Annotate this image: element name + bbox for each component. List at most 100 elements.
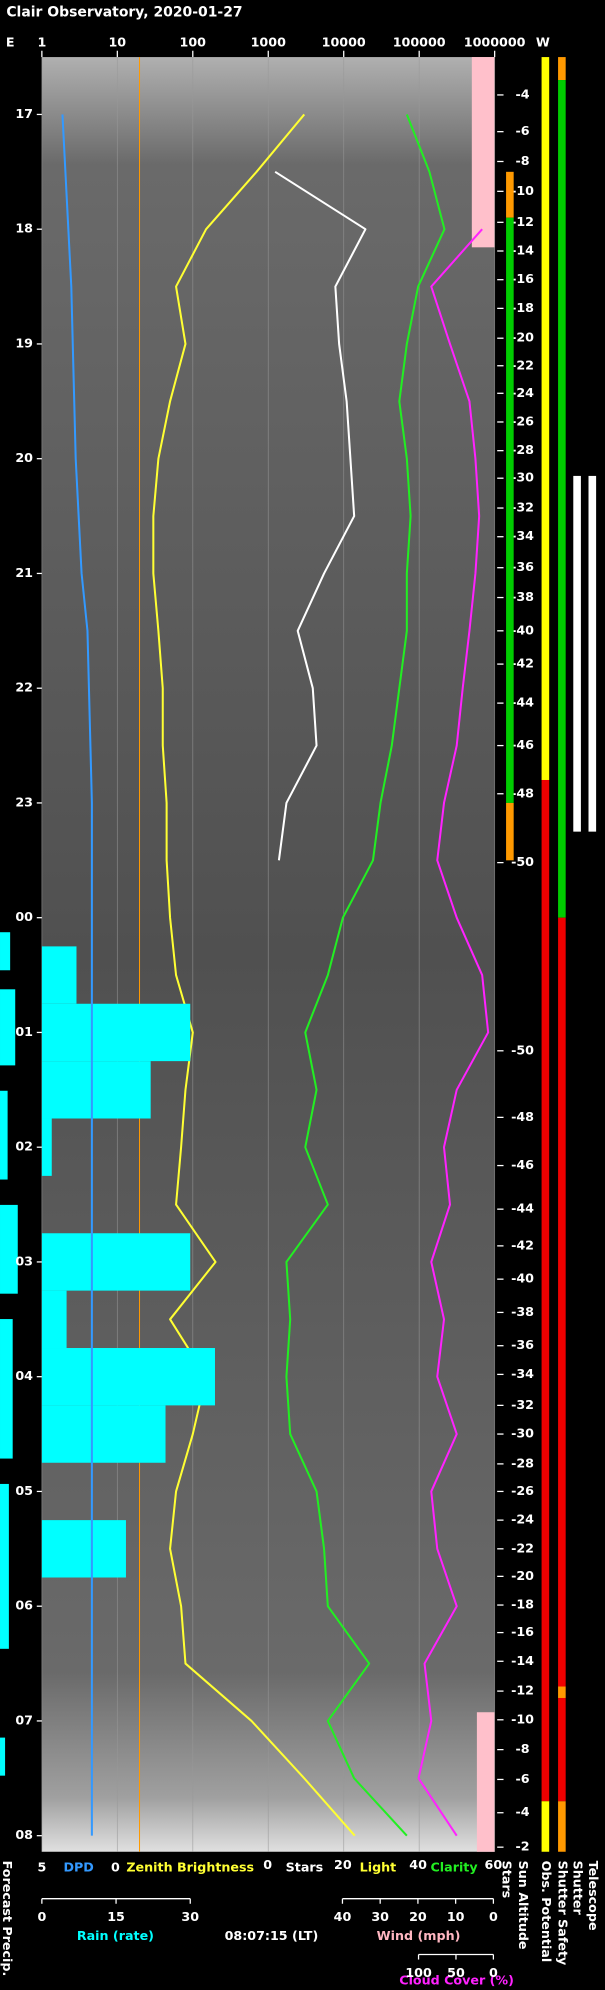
y-tick-label: 23 [15,794,33,809]
axis-tick-label: 50 [447,1965,465,1980]
rotated-label: Sun Altitude [516,1861,531,1950]
sun-altitude-label: -42 [511,1237,534,1252]
sun-altitude-label: -4 [516,86,530,101]
axis-tick-label: 0 [489,1909,498,1924]
y-tick-label: 21 [15,565,33,580]
axis-tick-label: 0 [489,1965,498,1980]
sun-altitude-label: -16 [511,1624,534,1639]
rotated-label: Shutter [571,1861,586,1916]
y-tick-label: 22 [15,680,33,695]
series-line [285,114,446,1837]
status-segment [558,917,566,1687]
axis-tick-label: 0 [111,1860,120,1875]
axis-tick-label: 20 [334,1857,352,1872]
sun-altitude-label: -28 [511,1455,534,1470]
sun-altitude-label: -8 [516,1741,530,1756]
sun-altitude-label: -48 [511,785,534,800]
sun-altitude-label: -32 [511,500,534,515]
sun-altitude-label: -50 [511,1042,534,1057]
x-tick-label: 100 [180,35,207,50]
status-segment [541,1801,550,1852]
rain-bar [41,1233,191,1291]
chart-title: Clair Observatory, 2020-01-27 [6,5,242,21]
sun-altitude-label: -32 [511,1397,534,1412]
y-tick-label: 17 [15,106,33,121]
status-segment [506,217,514,803]
axis-tick-label: 5 [37,1860,46,1875]
sun-altitude-label: -34 [511,528,534,543]
sun-altitude-label: -44 [511,1201,534,1216]
y-tick-label: 00 [15,909,33,924]
sun-altitude-label: -30 [511,1426,534,1441]
sun-altitude-label: -12 [511,214,534,229]
rotated-label: Obs. Potential [539,1861,554,1963]
sun-altitude-label: -2 [516,1839,530,1854]
axis-tick-label: 0 [263,1857,272,1872]
axis-tick-label: 20 [409,1909,427,1924]
y-tick-label: 03 [15,1253,33,1268]
sun-altitude-label: -50 [511,854,534,869]
status-segment [558,1686,566,1698]
twilight-band [471,57,495,248]
rain-bar [41,1405,166,1463]
status-segment [541,57,550,780]
status-segment [588,475,597,832]
rain-bar [41,946,77,1004]
sun-altitude-label: -36 [511,559,534,574]
sun-altitude-label: -36 [511,1337,534,1352]
sun-altitude-label: -6 [516,123,530,138]
sun-altitude-label: -10 [511,183,534,198]
y-tick-label: 08 [15,1827,33,1842]
rotated-label: Shutter Safety [555,1861,570,1966]
rain-bar [41,1348,215,1406]
sun-altitude-label: -20 [511,1568,534,1583]
status-segment [558,57,566,81]
sun-altitude-label: -40 [511,622,534,637]
edge-label: E [6,35,15,50]
axis-label: Rain (rate) [77,1928,154,1943]
y-tick-label: 02 [15,1139,33,1154]
axis-tick-label: 30 [181,1909,199,1924]
y-tick-label: 07 [15,1712,33,1727]
sun-altitude-label: -24 [511,385,534,400]
series-line [417,228,490,1837]
sun-altitude-label: -44 [511,695,534,710]
axis-tick-label: 100 [405,1965,432,1980]
sun-altitude-label: -40 [511,1271,534,1286]
axis-tick-label: 40 [334,1909,352,1924]
y-tick-label: 04 [15,1368,33,1383]
series-line [152,113,356,1837]
axis-tick-label: 60 [485,1857,503,1872]
axis-tick-label: 40 [409,1857,427,1872]
status-segment [541,779,550,1802]
sun-altitude-label: -22 [511,357,534,372]
axis-label: Cloud Cover (%) [399,1973,514,1988]
status-segment [506,802,514,861]
rotated-label: Stars [500,1861,515,1899]
status-segment [558,1697,566,1802]
rain-bar [41,1003,191,1062]
sun-altitude-label: -48 [511,1109,534,1124]
rotated-label: Forecast Precip. [0,1861,15,1977]
sun-altitude-label: -46 [511,1157,534,1172]
sun-altitude-label: -28 [511,442,534,457]
y-tick-label: 06 [15,1598,33,1613]
sun-altitude-label: -12 [511,1683,534,1698]
edge-label: W [536,35,550,50]
status-segment [558,80,566,918]
sun-altitude-label: -26 [511,413,534,428]
series-line [61,114,93,1836]
y-tick-label: 20 [15,450,33,465]
sun-altitude-label: -14 [511,1653,534,1668]
sun-altitude-label: -38 [511,589,534,604]
axis-label: Zenith Brightness [126,1860,254,1875]
sun-altitude-label: -6 [516,1771,530,1786]
status-segment [506,171,514,218]
sun-altitude-label: -24 [511,1512,534,1527]
sun-altitude-label: -38 [511,1304,534,1319]
sun-altitude-label: -22 [511,1540,534,1555]
sun-altitude-label: -26 [511,1483,534,1498]
sun-altitude-label: -4 [516,1804,530,1819]
sun-altitude-label: -34 [511,1366,534,1381]
